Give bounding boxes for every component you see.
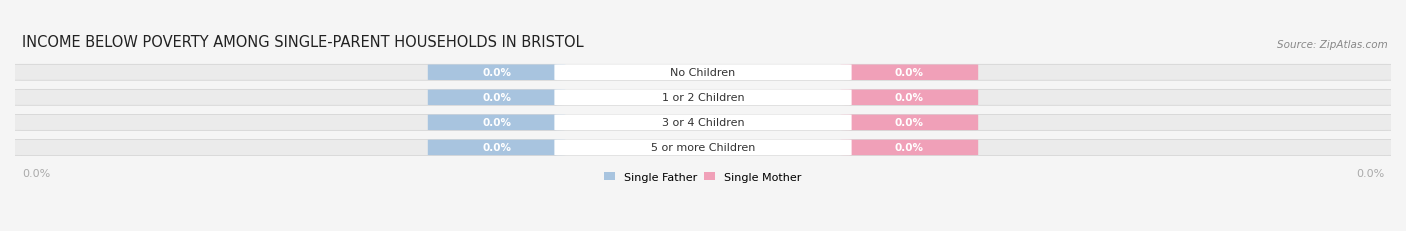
FancyBboxPatch shape — [427, 90, 565, 106]
Text: 0.0%: 0.0% — [482, 118, 512, 128]
Text: 0.0%: 0.0% — [1355, 168, 1384, 178]
FancyBboxPatch shape — [11, 65, 1395, 81]
Text: Source: ZipAtlas.com: Source: ZipAtlas.com — [1278, 40, 1388, 50]
FancyBboxPatch shape — [427, 115, 565, 131]
FancyBboxPatch shape — [427, 65, 565, 81]
Text: No Children: No Children — [671, 68, 735, 78]
Text: 0.0%: 0.0% — [894, 93, 924, 103]
FancyBboxPatch shape — [841, 115, 979, 131]
Text: 0.0%: 0.0% — [894, 68, 924, 78]
Text: 0.0%: 0.0% — [482, 93, 512, 103]
FancyBboxPatch shape — [841, 65, 979, 81]
FancyBboxPatch shape — [11, 140, 1395, 156]
FancyBboxPatch shape — [554, 90, 852, 106]
FancyBboxPatch shape — [841, 90, 979, 106]
FancyBboxPatch shape — [554, 115, 852, 131]
Text: 0.0%: 0.0% — [482, 68, 512, 78]
Text: 0.0%: 0.0% — [482, 143, 512, 153]
Text: 1 or 2 Children: 1 or 2 Children — [662, 93, 744, 103]
Text: 0.0%: 0.0% — [22, 168, 51, 178]
Legend: Single Father, Single Mother: Single Father, Single Mother — [605, 172, 801, 182]
Text: INCOME BELOW POVERTY AMONG SINGLE-PARENT HOUSEHOLDS IN BRISTOL: INCOME BELOW POVERTY AMONG SINGLE-PARENT… — [22, 35, 583, 50]
Text: 0.0%: 0.0% — [894, 143, 924, 153]
FancyBboxPatch shape — [11, 90, 1395, 106]
Text: 5 or more Children: 5 or more Children — [651, 143, 755, 153]
FancyBboxPatch shape — [554, 65, 852, 81]
FancyBboxPatch shape — [427, 140, 565, 155]
FancyBboxPatch shape — [841, 140, 979, 155]
Text: 3 or 4 Children: 3 or 4 Children — [662, 118, 744, 128]
FancyBboxPatch shape — [554, 140, 852, 155]
Text: 0.0%: 0.0% — [894, 118, 924, 128]
FancyBboxPatch shape — [11, 115, 1395, 131]
